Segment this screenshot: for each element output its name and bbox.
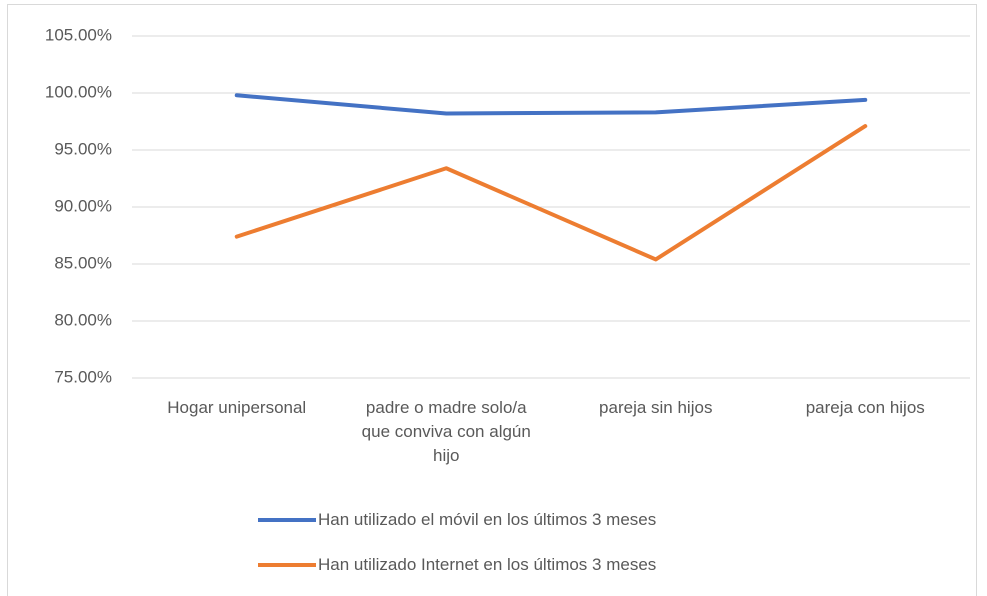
x-tick-label: padre o madre solo/a que conviva con alg…	[361, 398, 531, 465]
y-tick-label: 85.00%	[54, 253, 112, 272]
x-tick-label: Hogar unipersonal	[167, 398, 307, 417]
legend-item: Han utilizado el móvil en los últimos 3 …	[258, 508, 656, 532]
x-tick-label: pareja con hijos	[805, 398, 925, 417]
y-tick-label: 105.00%	[45, 25, 112, 44]
y-tick-label: 95.00%	[54, 139, 112, 158]
chart-frame	[7, 4, 977, 596]
legend-item: Han utilizado Internet en los últimos 3 …	[258, 553, 656, 577]
x-tick-label: pareja sin hijos	[599, 398, 713, 417]
line-series	[234, 93, 868, 116]
y-tick-label: 100.00%	[45, 82, 112, 101]
legend-swatch	[258, 563, 316, 567]
y-tick-label: 80.00%	[54, 310, 112, 329]
legend-label: Han utilizado Internet en los últimos 3 …	[318, 555, 657, 574]
y-tick-label: 90.00%	[54, 196, 112, 215]
y-tick-label: 75.00%	[54, 367, 112, 386]
legend-label: Han utilizado el móvil en los últimos 3 …	[318, 510, 657, 529]
legend-swatch	[258, 518, 316, 522]
line-series	[234, 124, 868, 262]
